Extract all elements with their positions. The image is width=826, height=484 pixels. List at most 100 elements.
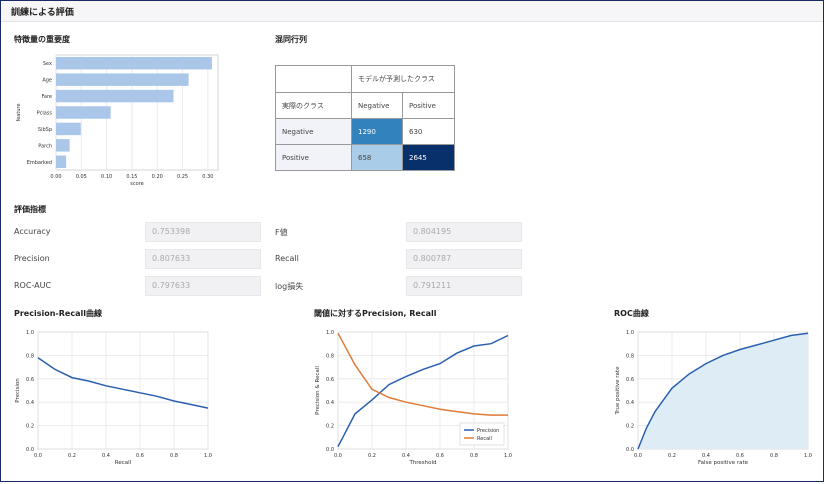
roc-curve-chart: 0.00.0 0.2 0.2 0.4 0.4 0.6 0.6 0.8 0.8 1.0 1.0 Fals…	[615, 330, 812, 466]
legend-label: Precision	[477, 428, 499, 434]
page-title: 訓練による評価	[11, 8, 74, 18]
threshold-curve-chart: 0.00.0 0.2 0.2 0.4 0.4 0.6 0.6 0.8 0.8 1.0 1.0 Thre…	[315, 330, 512, 466]
x-tick-label: 0.25	[177, 174, 188, 180]
series-line	[337, 334, 509, 448]
cm-spacer	[454, 65, 523, 93]
cm-row-positive: Positive	[275, 144, 352, 171]
bar	[56, 73, 189, 86]
cm-cell-tn: 1290	[351, 118, 403, 145]
y-tick-label: 0.0	[326, 447, 334, 453]
cm-cell-tp: 2645	[402, 144, 455, 171]
metric-label-recall: Recall	[275, 254, 299, 263]
y-tick-label: 1.0	[626, 330, 634, 336]
cm-cell-fp: 630	[402, 118, 455, 145]
x-tick-label: 0.6	[136, 453, 144, 459]
series-line	[37, 357, 209, 409]
cm-actual-header: 実際のクラス	[275, 92, 352, 119]
x-axis-label: False positive rate	[698, 460, 749, 466]
cm-predicted-header: モデルが予測したクラス	[351, 65, 455, 93]
bar	[56, 56, 212, 70]
x-tick-label: 0.00	[50, 174, 61, 180]
x-tick-label: 0.8	[770, 453, 778, 459]
page-header: 訓練による評価	[1, 1, 823, 22]
roc-curve-title: ROC曲線	[614, 309, 649, 318]
y-axis-label: Precision	[15, 378, 21, 403]
x-tick-label: 1.0	[804, 453, 812, 459]
metric-label-precision: Precision	[14, 254, 50, 263]
metric-label-accuracy: Accuracy	[14, 227, 51, 236]
y-tick-label: Parch	[38, 143, 52, 149]
y-axis-label: feature	[16, 103, 22, 121]
x-tick-label: 0.4	[702, 453, 710, 459]
x-tick-label: 0.0	[634, 453, 642, 459]
x-tick-label: 1.0	[204, 453, 212, 459]
y-tick-label: Fare	[41, 94, 52, 100]
y-axis-label: Precision & Recall	[315, 366, 321, 415]
y-tick-label: 0.4	[626, 400, 634, 406]
series-line	[637, 332, 809, 450]
y-tick-label: 0.8	[626, 353, 634, 359]
y-tick-label: 0.6	[626, 377, 634, 383]
x-tick-label: 0.2	[68, 453, 76, 459]
x-tick-label: 0.6	[436, 453, 444, 459]
x-tick-label: 0.8	[470, 453, 478, 459]
metric-label-roc-auc: ROC-AUC	[14, 281, 52, 290]
feature-importance-title: 特徴量の重要度	[14, 35, 70, 44]
area-fill	[638, 333, 808, 449]
y-tick-label: 0.2	[26, 424, 34, 430]
bar	[56, 89, 174, 103]
x-tick-label: 0.0	[334, 453, 342, 459]
x-tick-label: 0.05	[76, 174, 87, 180]
metric-value-roc-auc: 0.797633	[145, 276, 261, 296]
y-tick-label: 0.2	[626, 424, 634, 430]
y-axis-label: True positive rate	[615, 366, 621, 416]
bar	[56, 139, 70, 152]
y-tick-label: 0.8	[326, 353, 334, 359]
metric-value-precision: 0.807633	[145, 249, 261, 269]
bar	[56, 106, 111, 119]
metric-label-logloss: log損失	[275, 282, 304, 291]
x-axis-label: score	[130, 181, 143, 187]
x-tick-label: 0.4	[102, 453, 110, 459]
x-tick-label: 0.20	[152, 174, 163, 180]
series-line	[337, 332, 508, 416]
y-tick-label: 0.2	[326, 424, 334, 430]
y-tick-label: 0.6	[326, 377, 334, 383]
y-tick-label: SibSp	[38, 127, 52, 133]
cm-spacer	[454, 144, 523, 171]
cm-row-negative: Negative	[275, 118, 352, 145]
feature-importance-chart: 0.00 0.05 0.10 0.15 0.20 0.25 0.30 Sex Age Fare Pc…	[16, 54, 219, 187]
metric-label-f1: F値	[275, 228, 288, 237]
y-tick-label: Embarked	[27, 160, 52, 166]
metrics-title: 評価指標	[14, 205, 46, 214]
x-tick-label: 0.6	[736, 453, 744, 459]
y-tick-label: 0.4	[326, 400, 334, 406]
confusion-matrix-title: 混同行列	[275, 35, 307, 44]
x-tick-label: 0.0	[34, 453, 42, 459]
y-tick-label: 0.6	[26, 377, 34, 383]
x-tick-label: 0.2	[668, 453, 676, 459]
x-tick-label: 0.8	[170, 453, 178, 459]
cm-corner-cell	[275, 65, 352, 93]
metric-value-f1: 0.804195	[406, 222, 522, 242]
x-tick-label: 0.2	[368, 453, 376, 459]
x-axis-label: Threshold	[408, 460, 436, 466]
pr-curve-title: Precision-Recall曲線	[14, 309, 102, 318]
confusion-matrix-table: モデルが予測したクラス 実際のクラス Negative Positive Neg…	[275, 65, 523, 171]
y-tick-label: Pclass	[37, 110, 53, 116]
y-tick-label: 0.8	[26, 353, 34, 359]
cm-spacer	[454, 92, 523, 119]
y-tick-label: 0.0	[26, 447, 34, 453]
legend-label: Recall	[477, 436, 492, 442]
x-tick-label: 1.0	[504, 453, 512, 459]
cm-cell-fn: 658	[351, 144, 403, 171]
cm-spacer	[454, 118, 523, 145]
y-tick-label: Sex	[43, 61, 52, 67]
cm-col-negative: Negative	[351, 92, 403, 119]
y-tick-label: Age	[42, 78, 52, 84]
x-tick-label: 0.30	[202, 174, 213, 180]
y-tick-label: 0.0	[626, 447, 634, 453]
metric-value-accuracy: 0.753398	[145, 222, 261, 242]
y-tick-label: 1.0	[26, 330, 34, 336]
